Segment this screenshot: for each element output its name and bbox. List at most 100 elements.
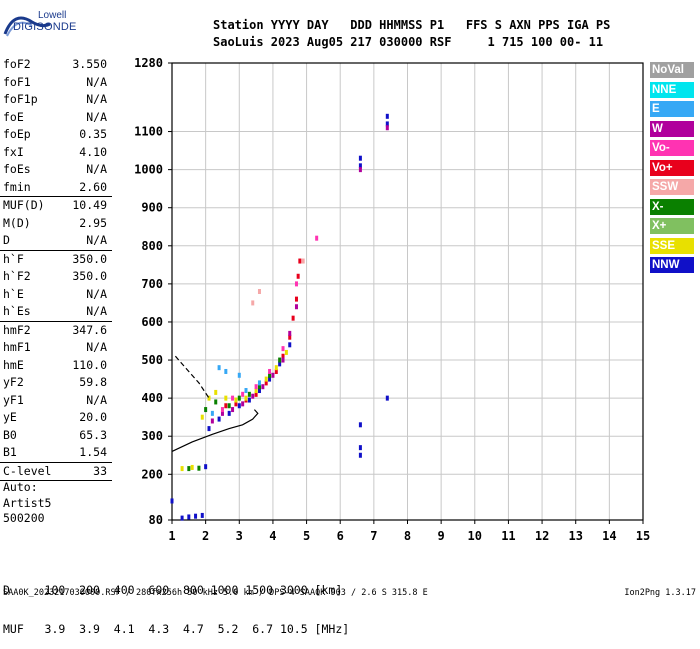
param-value: 20.0 <box>79 410 107 424</box>
param-label: foF1p <box>3 92 38 106</box>
param-label: h`F2 <box>3 269 31 283</box>
echo-point <box>227 410 231 416</box>
echo-point <box>358 452 362 458</box>
x-tick-label: 11 <box>501 529 515 543</box>
echo-point <box>241 391 245 397</box>
muf-table: D 100 200 400 600 800 1000 1500 3000 [km… <box>3 558 349 649</box>
param-label: hmF1 <box>3 340 31 354</box>
echo-point <box>291 315 295 321</box>
param-row-b0: B0 65.3 <box>0 427 112 445</box>
param-value: N/A <box>86 286 107 301</box>
param-row-fof1p: foF1p N/A <box>0 91 112 109</box>
param-label: hmE <box>3 357 24 372</box>
param-row-he: h`E N/A <box>0 286 112 304</box>
echo-point <box>210 418 214 424</box>
echo-point <box>217 365 221 371</box>
echo-point <box>257 289 261 294</box>
echo-point <box>296 273 300 279</box>
ionogram-chart: 1 2 3 4 5 6 7 8 9 10 11 12 13 14 158020030040050060070… <box>134 56 650 543</box>
echo-point <box>180 466 184 472</box>
param-row-foes: foEs N/A <box>0 161 112 179</box>
echo-point <box>190 464 194 470</box>
echo-point <box>214 399 218 405</box>
echo-point <box>281 346 285 352</box>
autoscale-label: Auto: <box>3 480 38 494</box>
echo-point <box>385 125 389 131</box>
logo-text-digisonde: DIGISONDE <box>13 21 77 33</box>
param-row-foe: foE N/A <box>0 109 112 127</box>
param-value: N/A <box>86 162 107 176</box>
y-tick-label: 500 <box>141 353 163 367</box>
y-tick-label: 200 <box>141 467 163 481</box>
x-tick-label: 1 <box>168 529 175 543</box>
echo-point <box>288 342 292 348</box>
y-tick-label: 400 <box>141 391 163 405</box>
param-value: 347.6 <box>72 322 107 337</box>
y-tick-label: 600 <box>141 315 163 329</box>
param-value: 2.95 <box>79 215 107 230</box>
param-row-mufd: MUF(D) 10.49 <box>0 197 112 215</box>
y-tick-label: 800 <box>141 239 163 253</box>
param-value: N/A <box>86 74 107 89</box>
echo-point <box>301 258 305 264</box>
autoscale-artist: Artist5 <box>3 495 52 510</box>
x-tick-label: 13 <box>568 529 582 543</box>
header-fields-row: Station YYYY DAY DDD HHMMSS P1 FFS S AXN… <box>213 18 611 32</box>
echo-point <box>385 395 389 401</box>
legend-item-x: X- <box>650 198 694 215</box>
echo-point <box>237 403 241 409</box>
echo-point <box>294 281 298 287</box>
x-tick-label: 10 <box>468 529 482 543</box>
echo-point <box>220 410 224 416</box>
param-label: yE <box>3 410 17 424</box>
x-tick-label: 15 <box>636 529 650 543</box>
param-separator <box>0 196 112 197</box>
param-value: N/A <box>86 233 107 247</box>
header-values-row: SaoLuis 2023 Aug05 217 030000 RSF 1 715 … <box>213 35 604 49</box>
echo-point <box>251 300 255 306</box>
x-tick-label: 12 <box>535 529 549 543</box>
param-row-hmf1: hmF1 N/A <box>0 339 112 357</box>
echo-point <box>231 395 235 401</box>
x-tick-label: 2 <box>202 529 209 543</box>
param-label: h`Es <box>3 304 31 318</box>
echo-point <box>254 384 258 390</box>
echo-point <box>200 512 204 518</box>
echo-point <box>274 365 278 371</box>
echo-point <box>204 464 208 470</box>
echo-point <box>358 163 362 169</box>
echo-point <box>241 401 245 407</box>
echo-point <box>244 388 248 394</box>
param-value: 0.35 <box>79 127 107 141</box>
echo-point <box>261 384 265 390</box>
echo-point <box>210 410 214 416</box>
echo-point <box>180 515 184 521</box>
echo-point <box>247 391 251 397</box>
legend-item-nne: NNE <box>650 81 694 98</box>
muf-distance-row: D 100 200 400 600 800 1000 1500 3000 [km… <box>3 583 343 597</box>
echo-point <box>254 388 258 394</box>
echo-point <box>278 361 282 367</box>
param-separator <box>0 461 112 463</box>
echo-point <box>298 258 302 264</box>
legend-item-w: W <box>650 120 694 137</box>
param-row-d: D N/A <box>0 232 112 250</box>
echo-point <box>385 113 389 119</box>
echo-point <box>247 397 251 403</box>
param-label: fxI <box>3 144 24 159</box>
echo-point <box>281 357 285 363</box>
x-tick-label: 7 <box>370 529 377 543</box>
param-label: h`E <box>3 286 24 301</box>
echo-point <box>254 391 258 397</box>
param-value: 1.54 <box>79 445 107 459</box>
profile-curve <box>171 409 259 452</box>
autoscale-info: Auto: Artist5 500200 <box>3 480 51 527</box>
echo-point <box>207 395 211 401</box>
legend-item-vo: Vo- <box>650 140 694 156</box>
echo-point <box>268 372 272 378</box>
param-label: yF2 <box>3 375 24 389</box>
param-value: 350.0 <box>72 269 107 283</box>
autoscale-code: 500200 <box>3 511 45 525</box>
param-label: hmF2 <box>3 322 31 337</box>
param-label: foEs <box>3 162 31 176</box>
